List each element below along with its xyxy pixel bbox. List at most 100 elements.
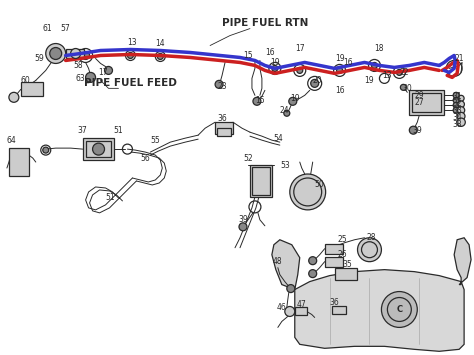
- Text: 54: 54: [273, 133, 283, 143]
- Text: 23: 23: [217, 82, 227, 91]
- Text: 19: 19: [270, 58, 280, 67]
- Text: 34: 34: [452, 113, 462, 122]
- Circle shape: [253, 97, 261, 105]
- Circle shape: [396, 70, 402, 75]
- Circle shape: [287, 285, 295, 293]
- Circle shape: [43, 147, 49, 153]
- Text: PIPE FUEL FEED: PIPE FUEL FEED: [84, 78, 177, 88]
- Text: 46: 46: [277, 303, 287, 312]
- Text: 25: 25: [338, 235, 347, 244]
- Circle shape: [50, 48, 62, 60]
- Text: 13: 13: [128, 38, 137, 47]
- Polygon shape: [454, 238, 471, 285]
- Circle shape: [382, 291, 417, 327]
- Circle shape: [239, 223, 247, 231]
- Text: 22: 22: [400, 68, 409, 77]
- Circle shape: [285, 306, 295, 316]
- Circle shape: [457, 112, 465, 120]
- Text: 55: 55: [150, 136, 160, 144]
- Text: 52: 52: [243, 154, 253, 163]
- Circle shape: [157, 54, 163, 60]
- Text: 30: 30: [402, 84, 412, 93]
- Text: 64: 64: [6, 136, 16, 144]
- Text: 59: 59: [34, 54, 44, 63]
- Bar: [250, 165, 272, 197]
- Bar: [66, 49, 83, 59]
- Circle shape: [272, 65, 278, 71]
- Circle shape: [453, 92, 459, 98]
- Bar: [252, 167, 270, 195]
- Text: 16: 16: [343, 58, 352, 67]
- Bar: [410, 90, 444, 115]
- Text: 63: 63: [76, 74, 85, 83]
- Text: 60: 60: [21, 76, 31, 85]
- Text: 16: 16: [265, 48, 275, 57]
- Circle shape: [453, 102, 459, 108]
- Text: 36: 36: [217, 114, 227, 123]
- Circle shape: [372, 62, 377, 69]
- Bar: [325, 244, 343, 254]
- Bar: [9, 148, 29, 176]
- Polygon shape: [295, 270, 464, 351]
- Text: 19: 19: [365, 76, 374, 85]
- Circle shape: [457, 118, 465, 126]
- Circle shape: [9, 92, 19, 102]
- Text: PIPE FUEL RTN: PIPE FUEL RTN: [222, 18, 308, 28]
- Circle shape: [128, 53, 133, 59]
- Text: 32: 32: [452, 99, 462, 108]
- Bar: [86, 141, 111, 157]
- Text: 16: 16: [335, 86, 345, 95]
- Circle shape: [458, 95, 464, 101]
- Text: 51: 51: [114, 126, 123, 135]
- Text: 31: 31: [452, 92, 462, 101]
- Text: 19: 19: [290, 94, 300, 103]
- Bar: [217, 128, 231, 136]
- Bar: [325, 257, 343, 267]
- Circle shape: [289, 97, 297, 105]
- Circle shape: [401, 84, 406, 90]
- Text: 17: 17: [295, 44, 305, 53]
- Circle shape: [458, 101, 465, 108]
- Text: 53: 53: [280, 160, 290, 170]
- Circle shape: [453, 97, 459, 103]
- Bar: [412, 93, 441, 112]
- Polygon shape: [272, 240, 300, 290]
- Bar: [215, 122, 233, 134]
- Text: 58: 58: [74, 61, 83, 70]
- Circle shape: [105, 66, 112, 75]
- Circle shape: [457, 107, 465, 114]
- Circle shape: [284, 110, 290, 116]
- Text: 38: 38: [452, 120, 462, 129]
- Circle shape: [357, 238, 382, 262]
- Circle shape: [82, 51, 90, 60]
- Text: 56: 56: [140, 154, 150, 163]
- Text: 20: 20: [313, 76, 322, 85]
- Circle shape: [215, 80, 223, 88]
- Bar: [21, 82, 43, 96]
- Text: C: C: [396, 305, 402, 314]
- Circle shape: [311, 80, 319, 87]
- Text: 15: 15: [255, 96, 264, 105]
- Text: 28: 28: [367, 233, 376, 242]
- Bar: [82, 138, 115, 160]
- Circle shape: [410, 126, 417, 134]
- Circle shape: [290, 174, 326, 210]
- Text: 15: 15: [243, 51, 253, 60]
- Bar: [295, 307, 307, 316]
- Text: 21: 21: [455, 54, 464, 63]
- Bar: [332, 306, 346, 315]
- Text: 37: 37: [78, 126, 88, 135]
- Text: 39: 39: [238, 215, 248, 224]
- Circle shape: [309, 270, 317, 278]
- Circle shape: [337, 67, 343, 73]
- Text: 39: 39: [412, 126, 422, 135]
- Text: 13: 13: [383, 71, 392, 80]
- Text: 24: 24: [280, 106, 290, 115]
- Text: 51: 51: [106, 193, 115, 202]
- Text: 26: 26: [338, 250, 347, 259]
- Text: 14: 14: [155, 39, 165, 48]
- Circle shape: [46, 44, 66, 64]
- Text: 36: 36: [330, 298, 339, 307]
- Text: 50: 50: [315, 180, 325, 190]
- Text: 17: 17: [98, 68, 107, 77]
